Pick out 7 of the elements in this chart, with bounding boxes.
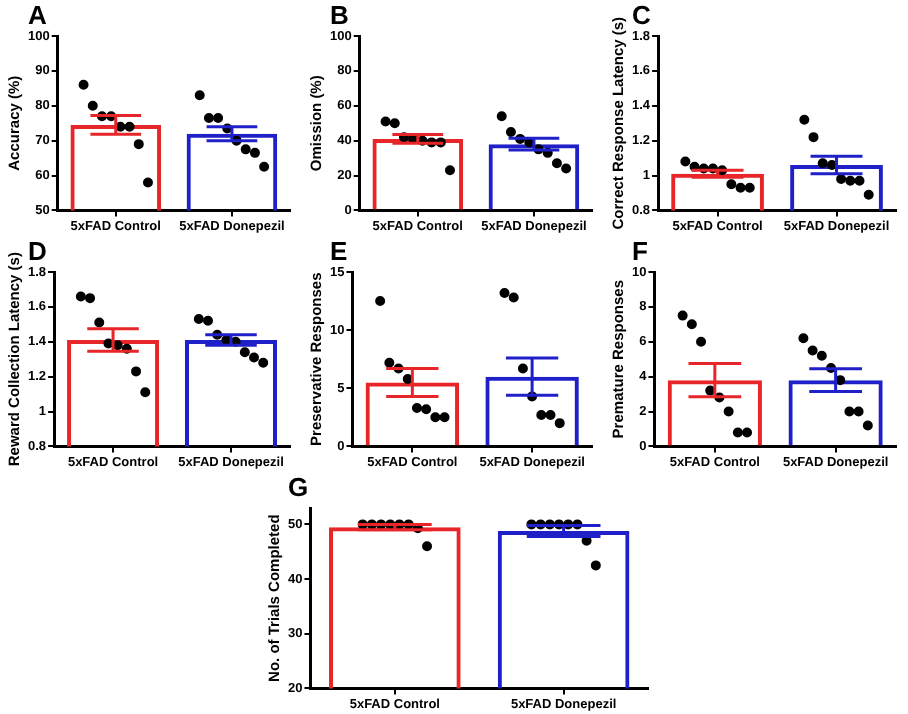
chart-title: G (288, 472, 309, 503)
chart-title: B (330, 0, 349, 31)
chart-title: A (28, 0, 48, 31)
chart-title: D (28, 236, 47, 267)
chart-title: C (632, 0, 652, 31)
chart-title: F (632, 236, 648, 267)
chart-title: E (330, 236, 348, 267)
